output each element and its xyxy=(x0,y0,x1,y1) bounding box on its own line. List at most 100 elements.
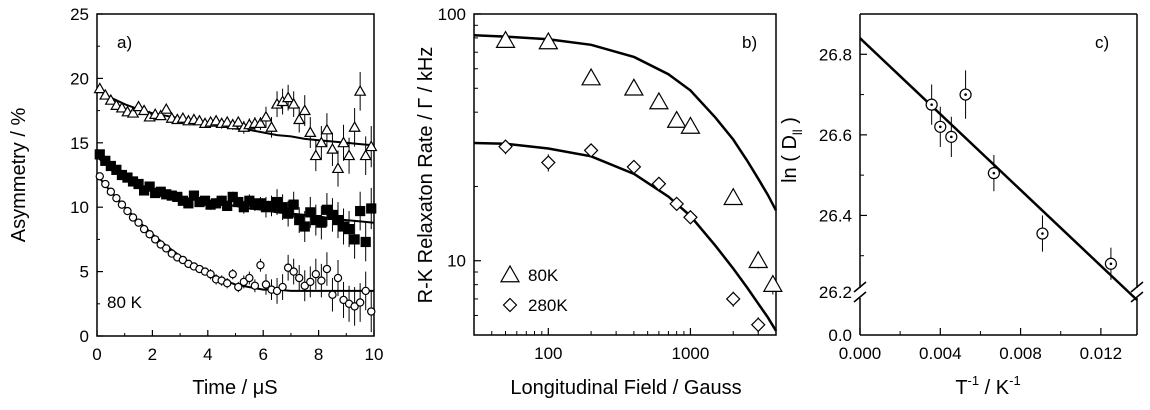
panel-a-point-s0 xyxy=(331,162,345,174)
panel-a-point-s0 xyxy=(304,126,317,137)
panel-a-xtick-label: 4 xyxy=(203,345,212,364)
panel-b-fit-line-0 xyxy=(473,34,778,211)
panel-c-ylabel-end: ) xyxy=(779,117,801,129)
panel-a-point-s0 xyxy=(137,104,151,116)
panel-a-point-s2 xyxy=(283,263,293,272)
panel-a-point-s0 xyxy=(364,140,378,152)
panel-b-point-280k xyxy=(498,139,513,154)
panel-b-point-80k xyxy=(680,116,701,134)
panel-c-axis-break-right-1 xyxy=(1130,281,1144,293)
panel-b-point-280k xyxy=(750,317,766,333)
panel-a-point-s1 xyxy=(216,195,227,206)
panel-a-point-s2 xyxy=(328,290,337,299)
panel-a-point-s2 xyxy=(128,213,138,222)
panel-a-point-s1 xyxy=(222,200,233,212)
panel-a-xtick-label: 2 xyxy=(148,345,157,364)
panel-a-point-s2 xyxy=(101,179,110,189)
panel-c-xlabel-mid: / K xyxy=(979,377,1010,399)
panel-a-point-s0 xyxy=(259,110,273,122)
panel-a-point-s0 xyxy=(93,82,107,94)
panel-a-point-s1 xyxy=(144,181,155,192)
panel-a-point-s0 xyxy=(353,84,367,96)
panel-a-point-s0 xyxy=(160,102,173,114)
panel-a-point-s2 xyxy=(245,273,254,283)
panel-a-point-s0 xyxy=(99,88,112,100)
panel-a-point-s1 xyxy=(299,221,310,232)
legend-marker-280k xyxy=(502,297,518,313)
panel-a-point-s2 xyxy=(117,200,127,209)
panel-b-point-280k xyxy=(651,176,667,192)
panel-a-point-s1 xyxy=(227,191,238,202)
panel-a-label: a) xyxy=(117,33,132,52)
panel-a-point-s1 xyxy=(94,149,105,160)
panel-a-ytick-label: 10 xyxy=(70,198,89,217)
panel-b-point-280k xyxy=(583,143,599,158)
panel-a-point-s2 xyxy=(295,273,304,283)
panel-a-point-s0 xyxy=(348,120,361,132)
panel-a-point-s0 xyxy=(132,100,145,112)
panel-a-point-s2 xyxy=(228,269,237,279)
panel-b-ticks: 100 1000 10 100 xyxy=(438,5,777,363)
panel-b-xlabel: Longitudinal Field / Gauss xyxy=(510,377,741,399)
panel-a-point-s2 xyxy=(234,282,243,292)
panel-a-point-s0 xyxy=(126,106,140,118)
panel-a-point-s2 xyxy=(167,249,176,258)
panel-a-point-s2 xyxy=(367,307,376,316)
panel-c: 0.000 0.004 0.008 0.01226.226.426.626.80.0 … xyxy=(779,13,1144,399)
panel-a-point-s0 xyxy=(298,104,311,116)
panel-c-point-dot xyxy=(950,135,953,139)
panel-a-point-s0 xyxy=(232,115,245,127)
panel-a-point-s2 xyxy=(222,278,232,288)
panel-a-xtick-label: 8 xyxy=(314,345,323,364)
panel-a-annotation: 80 K xyxy=(107,293,143,312)
panel-a-point-s0 xyxy=(326,142,339,154)
panel-a-point-s2 xyxy=(306,277,315,287)
panel-a-point-s2 xyxy=(272,286,282,296)
panel-b-ylabel: R-K Relaxaton Rate / Γ / kHz xyxy=(415,47,437,304)
panel-a: 0 2 4 6 8 10 0 5 10 15 20 25 a) 80 K Time / μS Asym… xyxy=(8,5,383,399)
panel-a-point-s0 xyxy=(320,123,334,135)
panel-a-point-s2 xyxy=(278,282,287,292)
panel-a-point-s1 xyxy=(271,196,283,208)
panel-a-point-s1 xyxy=(349,234,360,245)
panel-b-legend-marker-1 xyxy=(502,297,518,313)
panel-a-point-s1 xyxy=(100,155,111,166)
panel-c-xlabel: T-1 / K-1 xyxy=(955,373,1020,399)
panel-c-point-dot xyxy=(1109,262,1113,266)
panel-a-point-s1 xyxy=(288,199,299,210)
panel-a-point-s2 xyxy=(145,230,154,239)
panel-a-point-s2 xyxy=(333,273,343,283)
panel-a-point-s2 xyxy=(239,277,249,287)
panel-a-point-s1 xyxy=(366,203,377,214)
panel-c-ytick-zero-label: 0.0 xyxy=(828,326,852,345)
panel-a-point-s2 xyxy=(123,206,132,216)
panel-a-fit-lines xyxy=(96,87,375,292)
panel-b-point-80k xyxy=(581,67,602,86)
panel-a-point-s0 xyxy=(287,97,300,109)
panel-a-point-s2 xyxy=(139,224,149,234)
panel-b-point-280k xyxy=(669,196,685,212)
panel-c-fit-lines xyxy=(859,37,1138,301)
panel-a-point-s1 xyxy=(327,209,338,221)
panel-c-label: c) xyxy=(1095,33,1109,52)
panel-c-ytick-label: 26.4 xyxy=(819,206,852,225)
panel-a-point-s0 xyxy=(281,91,295,103)
panel-a-point-s2 xyxy=(256,260,265,270)
panel-c-xtick-label: 0.012 xyxy=(1080,344,1123,363)
panel-a-ytick-label: 20 xyxy=(70,69,89,88)
panel-a-point-s1 xyxy=(321,204,333,215)
panel-a-point-s1 xyxy=(360,236,371,248)
panel-a-point-s1 xyxy=(277,202,288,213)
panel-a-point-s2 xyxy=(311,269,321,279)
panel-a-point-s0 xyxy=(359,149,372,161)
panel-c-point-dot xyxy=(992,171,996,175)
panel-b-point-280k xyxy=(626,159,642,175)
panel-b-ytick-label: 10 xyxy=(447,252,466,271)
panel-b-point-280k xyxy=(725,291,741,307)
panel-a-point-s1 xyxy=(316,217,327,228)
panel-c-ytick-label: 26.6 xyxy=(819,126,852,145)
panel-b-point-80k xyxy=(538,31,559,50)
panel-b-point-80k xyxy=(666,110,687,128)
panel-a-point-s2 xyxy=(156,240,165,249)
